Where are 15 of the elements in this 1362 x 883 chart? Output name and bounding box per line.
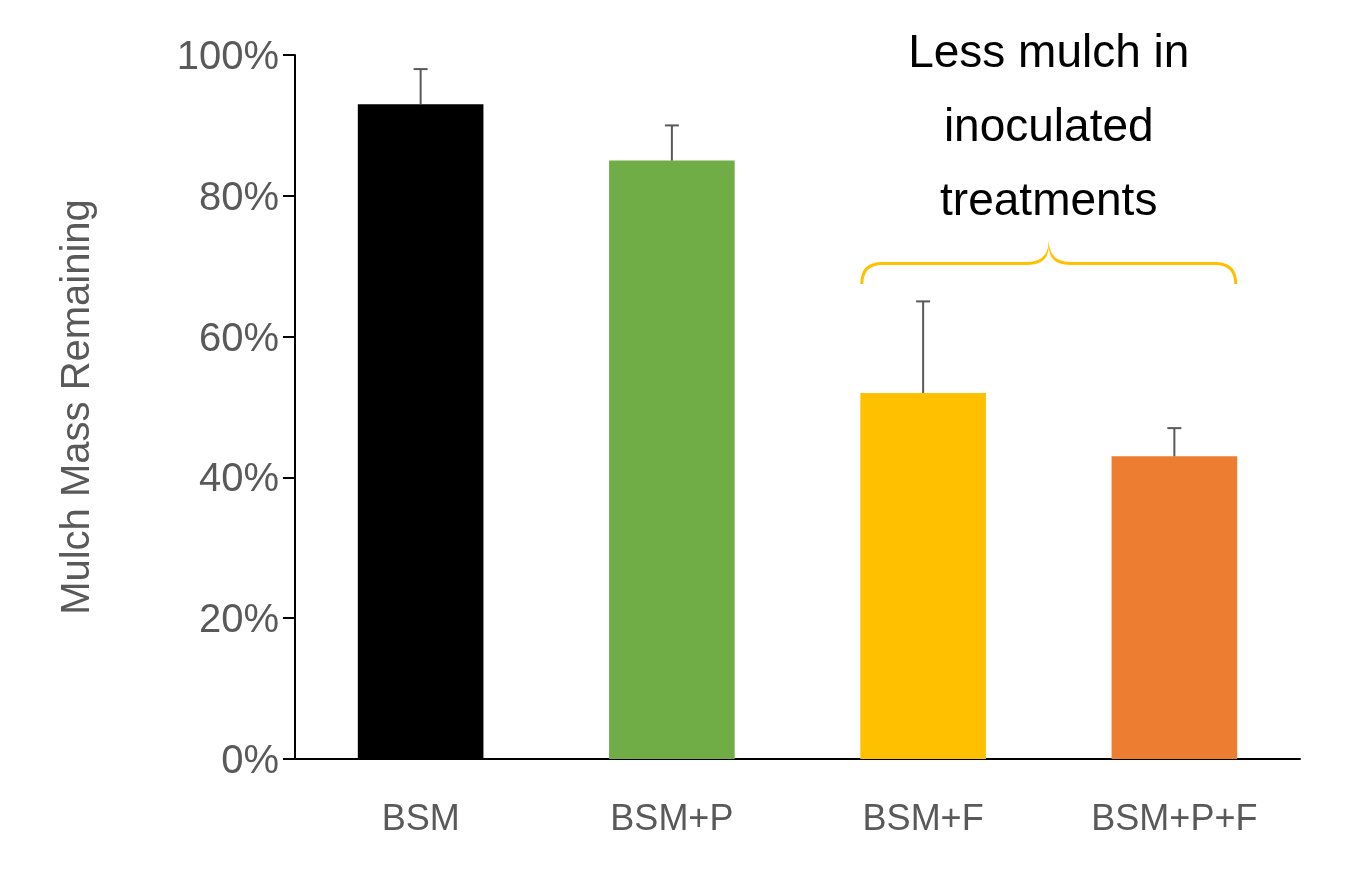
annotation: Less mulch in inoculated treatments	[907, 24, 1191, 227]
y-axis-title: Mulch Mass Remaining	[53, 199, 97, 615]
y-tick-label: 20%	[198, 596, 279, 641]
x-tick-label: BSM+F	[862, 796, 984, 838]
x-tick-label: BSM	[381, 796, 460, 838]
bar	[1111, 456, 1238, 759]
y-tick-label: 40%	[198, 455, 279, 500]
y-tick-label: 80%	[198, 173, 279, 218]
bar	[860, 392, 986, 759]
x-tick-label: BSM+P	[610, 796, 734, 838]
y-tick-label: 60%	[198, 314, 279, 359]
x-tick-label: BSM+P+F	[1091, 796, 1258, 838]
y-tick-label: 100%	[176, 33, 279, 77]
bar	[609, 160, 735, 759]
y-tick-label: 0%	[221, 737, 279, 781]
